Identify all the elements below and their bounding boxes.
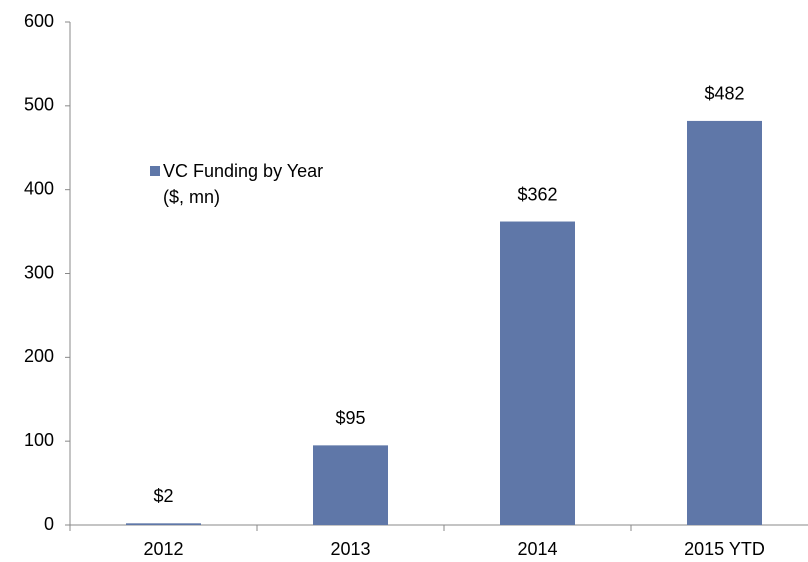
value-label: $482 <box>704 84 744 104</box>
y-tick-label: 500 <box>24 95 54 115</box>
bar <box>126 523 201 525</box>
x-tick-label: 2014 <box>517 539 557 559</box>
y-tick-label: 200 <box>24 346 54 366</box>
x-tick-label: 2012 <box>143 539 183 559</box>
bar <box>500 221 575 526</box>
bar <box>313 445 388 525</box>
x-tick-label: 2013 <box>330 539 370 559</box>
x-tick-label: 2015 YTD <box>684 539 765 559</box>
bar <box>687 120 762 525</box>
y-tick-label: 100 <box>24 430 54 450</box>
value-label: $2 <box>153 486 173 506</box>
y-tick-label: 600 <box>24 11 54 31</box>
value-label: $362 <box>517 184 557 204</box>
legend-swatch <box>150 166 160 176</box>
y-tick-label: 400 <box>24 178 54 198</box>
y-tick-label: 300 <box>24 262 54 282</box>
legend-label: VC Funding by Year ($, mn) <box>163 161 324 207</box>
legend: VC Funding by Year ($, mn) <box>150 158 338 210</box>
y-tick-label: 0 <box>44 514 54 534</box>
value-label: $95 <box>335 408 365 428</box>
